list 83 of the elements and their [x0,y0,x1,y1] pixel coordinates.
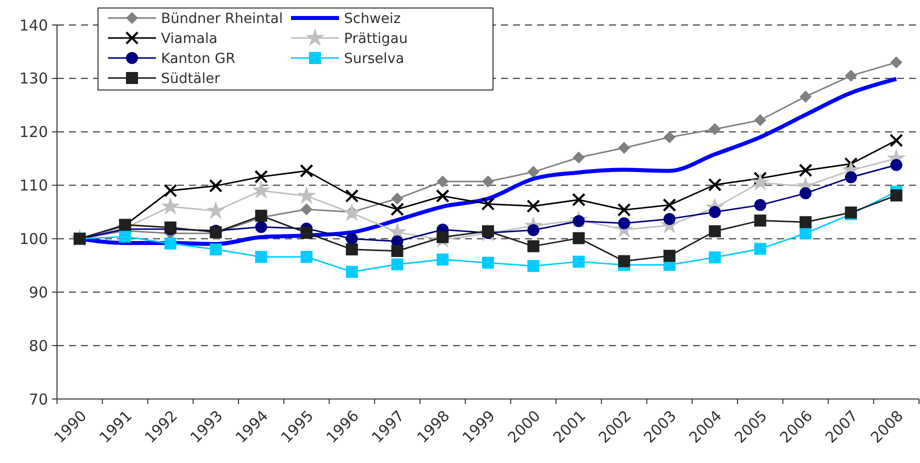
point [890,56,902,68]
point [527,260,540,272]
point [119,230,132,243]
point [482,176,494,188]
point [300,226,313,239]
point [799,164,812,177]
point [391,245,404,258]
point [663,131,676,144]
y-tick-label: 70 [28,390,48,408]
point [572,256,585,268]
point [890,189,902,202]
point [164,238,176,250]
point [527,240,540,252]
point [345,190,358,202]
point [436,190,450,202]
y-tick-label: 130 [19,70,48,88]
point [754,114,766,126]
legend-label: Südtäler [161,70,220,87]
point [708,225,721,238]
point [708,178,722,192]
point [436,254,449,266]
point [206,201,226,219]
point [750,172,770,191]
point [800,227,812,240]
point [800,216,812,228]
legend-label: Schweiz [344,10,401,27]
point [436,176,449,188]
y-tick-label: 120 [19,123,48,142]
point [754,199,766,212]
legend-label: Prättigau [344,30,408,47]
point [210,243,222,256]
point [300,164,313,178]
point [482,256,494,269]
point [342,203,362,222]
point [297,186,316,204]
y-tick-label: 100 [19,230,48,248]
point [209,179,222,192]
point [391,258,404,270]
point [890,158,902,171]
point [663,198,676,212]
point [618,217,630,230]
y-tick-label: 80 [28,336,48,355]
point [300,250,313,263]
legend-label: Kanton GR [161,50,236,67]
point [526,200,540,213]
point [708,123,721,136]
y-tick-label: 90 [28,283,48,302]
legend-label: Viamala [161,30,218,47]
point [618,203,631,216]
point [890,134,903,147]
point [572,232,585,244]
point [527,166,540,178]
point [255,220,268,233]
point [618,142,630,154]
point [663,212,676,225]
point [844,70,857,82]
point [252,180,271,199]
point [346,266,358,278]
point [754,214,766,227]
point [391,192,404,205]
point [436,231,449,244]
point [255,250,268,263]
point [708,251,721,264]
point [844,171,857,184]
point [346,243,358,256]
y-tick-label: 140 [19,16,48,34]
point [161,196,180,215]
point [663,250,676,262]
legend-label: Surselva [344,50,404,67]
point [572,193,586,206]
point [164,184,177,198]
y-tick-label: 110 [19,176,48,195]
point [390,202,404,216]
legend-label: Bündner Rheintal [161,10,283,27]
point [572,152,585,164]
point [254,170,268,184]
point [754,242,766,255]
point [346,232,358,245]
point [300,203,313,216]
point [618,255,630,268]
point [800,90,812,103]
point [482,198,494,210]
point [800,187,812,200]
